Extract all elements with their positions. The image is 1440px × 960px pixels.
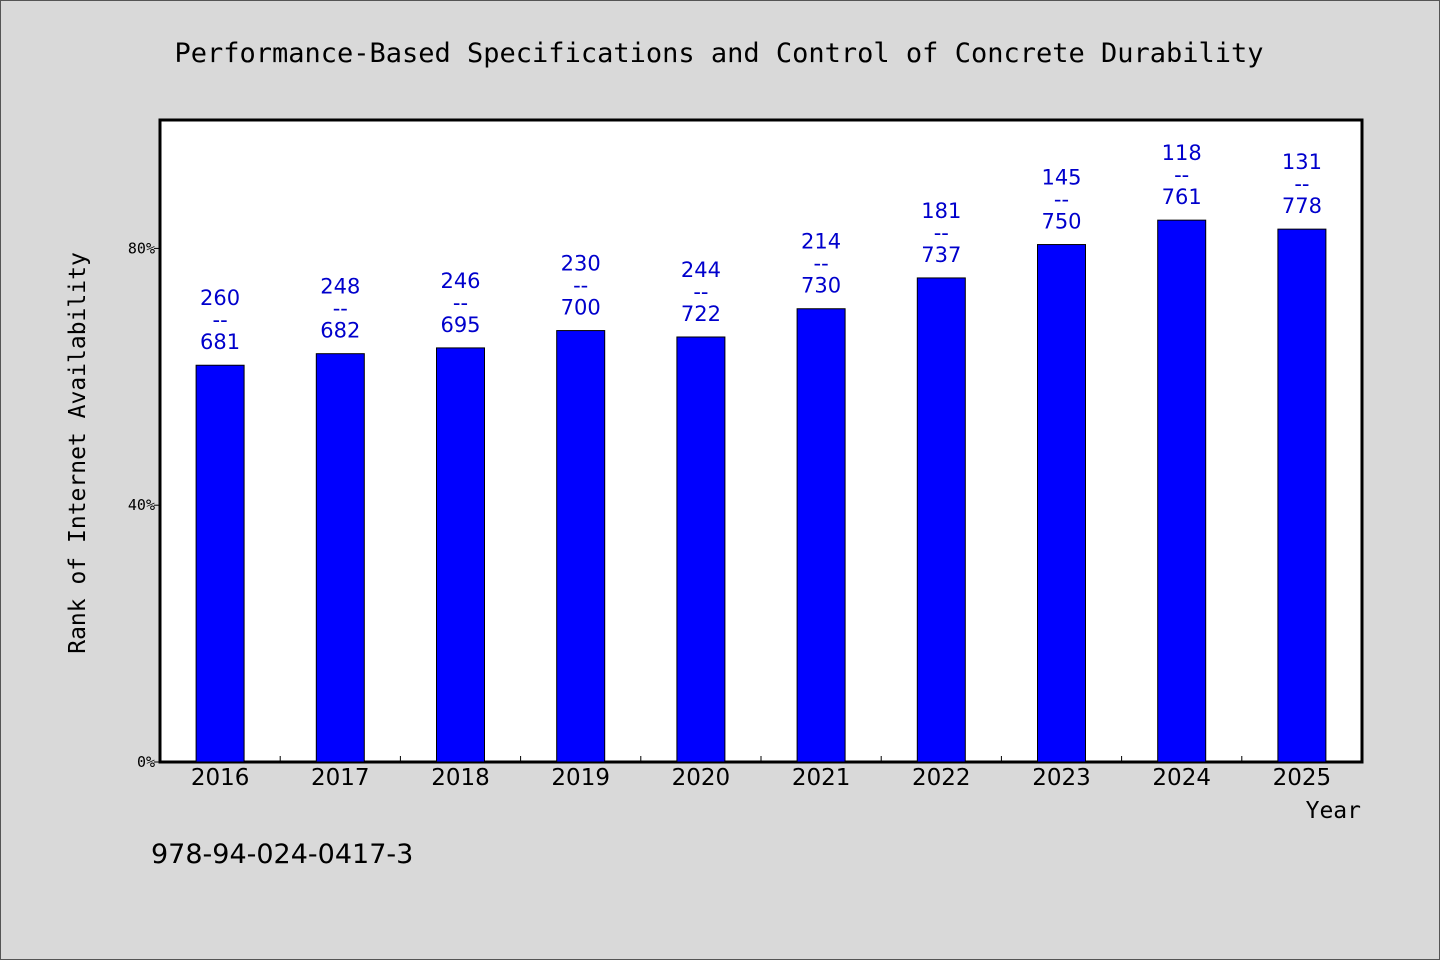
x-axis-ticks: 2016 2017 2018 2019 2020 2021 2022 2023 2024 2025 bbox=[191, 756, 1331, 791]
bar-value-label: 260 bbox=[200, 286, 240, 310]
bar-2021 bbox=[796, 308, 846, 763]
y-axis-ticks: 0% 40% 80% bbox=[128, 239, 160, 771]
bar-value-label: 778 bbox=[1282, 194, 1322, 218]
bar-2016 bbox=[195, 364, 245, 763]
x-tick-label: 2019 bbox=[551, 765, 610, 791]
y-tick-label: 80% bbox=[128, 239, 155, 257]
bar-2022 bbox=[916, 277, 966, 763]
bar-value-label: 700 bbox=[561, 296, 601, 320]
bar-value-label: 722 bbox=[681, 302, 721, 326]
bar-value-label: -- bbox=[573, 274, 588, 298]
bar-value-label: 730 bbox=[801, 274, 841, 298]
bar-2017 bbox=[315, 353, 365, 763]
x-tick-label: 2017 bbox=[311, 765, 370, 791]
bar-value-label: 246 bbox=[440, 269, 480, 293]
bar-value-label: -- bbox=[213, 308, 228, 332]
y-tick-label: 40% bbox=[128, 496, 155, 514]
bar-value-label: -- bbox=[814, 252, 829, 276]
bar-2023 bbox=[1037, 244, 1086, 763]
bar-value-label: 131 bbox=[1282, 150, 1322, 174]
x-tick-label: 2023 bbox=[1032, 765, 1091, 791]
bar-2018 bbox=[436, 347, 485, 763]
x-axis-label: Year bbox=[1306, 798, 1361, 824]
bar-value-label: 681 bbox=[200, 330, 240, 354]
y-axis-label: Rank of Internet Availability bbox=[65, 252, 91, 654]
x-tick-label: 2025 bbox=[1273, 765, 1332, 791]
bar-value-label: 214 bbox=[801, 230, 841, 254]
bar-2020 bbox=[676, 336, 726, 763]
bar-value-label: 761 bbox=[1162, 185, 1202, 209]
bar-labels-group: 260--681248--682246--695230--700244--722… bbox=[200, 141, 1322, 354]
bar-value-label: 118 bbox=[1162, 141, 1202, 165]
chart-title: Performance-Based Specifications and Con… bbox=[174, 38, 1263, 69]
bar-value-label: 230 bbox=[561, 252, 601, 276]
isbn-footer: 978-94-024-0417-3 bbox=[151, 839, 413, 870]
bar-2024 bbox=[1157, 219, 1207, 763]
bar-value-label: 244 bbox=[681, 258, 721, 282]
bar-value-label: -- bbox=[1294, 172, 1309, 196]
x-tick-label: 2021 bbox=[792, 765, 851, 791]
bar-value-label: -- bbox=[1054, 188, 1069, 212]
bar-value-label: 248 bbox=[320, 275, 360, 299]
bar-value-label: 695 bbox=[440, 313, 480, 337]
bar-value-label: 145 bbox=[1041, 166, 1081, 190]
bar-value-label: 181 bbox=[921, 199, 961, 223]
x-tick-label: 2024 bbox=[1152, 765, 1211, 791]
bar-2025 bbox=[1277, 228, 1327, 763]
x-tick-label: 2016 bbox=[191, 765, 250, 791]
bar-value-label: 737 bbox=[921, 243, 961, 267]
bar-value-label: -- bbox=[1174, 163, 1189, 187]
bar-value-label: 682 bbox=[320, 319, 360, 343]
bars-group bbox=[195, 219, 1327, 763]
x-tick-label: 2020 bbox=[672, 765, 731, 791]
bar-value-label: 750 bbox=[1041, 210, 1081, 234]
bar-value-label: -- bbox=[934, 221, 949, 245]
bar-value-label: -- bbox=[693, 280, 708, 304]
bar-value-label: -- bbox=[333, 297, 348, 321]
x-tick-label: 2022 bbox=[912, 765, 971, 791]
y-tick-label: 0% bbox=[137, 753, 155, 771]
bar-2019 bbox=[556, 330, 606, 763]
bar-value-label: -- bbox=[453, 291, 468, 315]
x-tick-label: 2018 bbox=[431, 765, 490, 791]
